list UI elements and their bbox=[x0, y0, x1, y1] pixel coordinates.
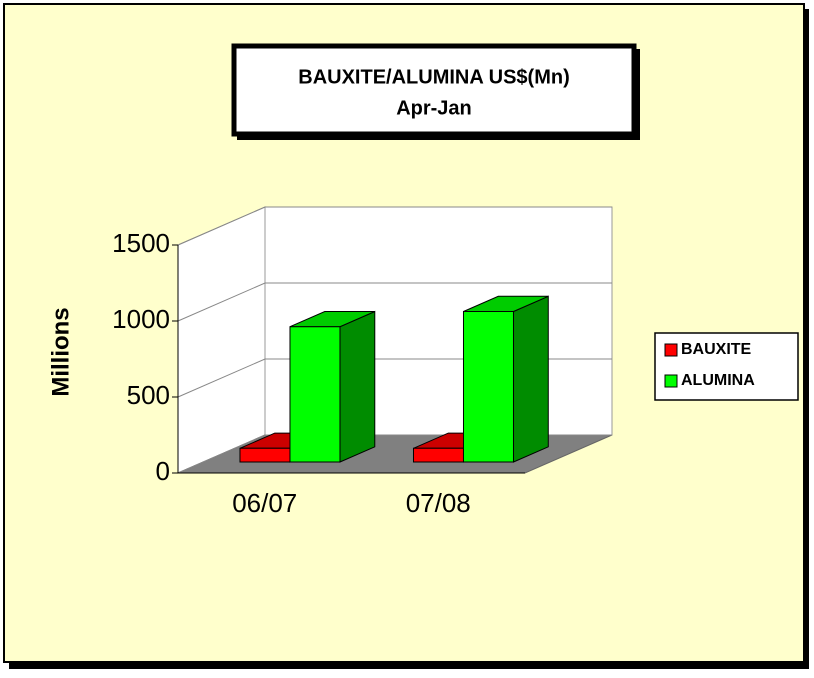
chart-title: BAUXITE/ALUMINA US$(Mn) bbox=[298, 66, 569, 88]
y-tick-label: 1000 bbox=[112, 304, 170, 334]
y-axis-label: Millions bbox=[47, 307, 74, 396]
y-tick-label: 1500 bbox=[112, 228, 170, 258]
legend-swatch bbox=[664, 374, 678, 388]
legend bbox=[654, 332, 799, 401]
legend-label: ALUMINA bbox=[681, 372, 755, 389]
bar-front bbox=[239, 447, 291, 463]
x-tick-label: 07/08 bbox=[406, 488, 471, 518]
bar-front bbox=[462, 311, 514, 463]
grid-line bbox=[177, 282, 612, 322]
legend-swatch bbox=[664, 343, 678, 357]
bar-side bbox=[339, 310, 376, 463]
bar bbox=[289, 310, 376, 463]
chart-subtitle: Apr-Jan bbox=[396, 97, 472, 119]
bar bbox=[462, 295, 549, 463]
bar-front bbox=[412, 447, 464, 463]
y-tick-label: 0 bbox=[156, 456, 170, 486]
x-tick-label: 06/07 bbox=[232, 488, 297, 518]
y-tick-label: 500 bbox=[127, 380, 170, 410]
bar-side bbox=[512, 295, 549, 463]
legend-label: BAUXITE bbox=[681, 341, 752, 358]
title-box bbox=[231, 43, 637, 137]
side-wall bbox=[177, 206, 266, 474]
bar-front bbox=[289, 326, 341, 463]
grid-line bbox=[177, 206, 612, 246]
